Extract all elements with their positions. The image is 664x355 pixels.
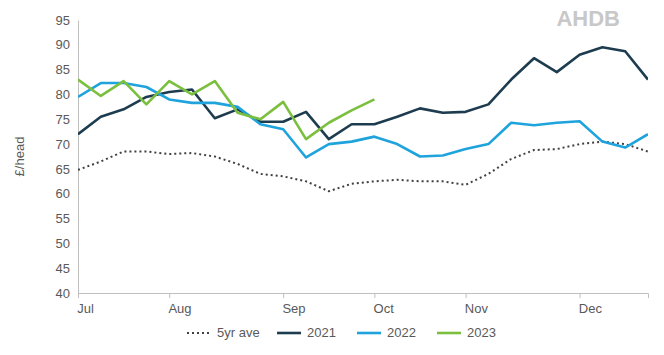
x-tick: Jul <box>77 293 94 316</box>
chart: 40 45 50 55 60 65 70 75 80 85 90 95 Jul Aug Sep Oct Nov D… <box>0 0 664 355</box>
y-tick-label: 70 <box>56 137 70 152</box>
y-tick: 40 <box>56 286 78 301</box>
y-tick: 45 <box>56 261 78 276</box>
series-line <box>78 83 648 157</box>
legend-item: 2023 <box>437 325 496 340</box>
x-tick-mark <box>580 293 581 298</box>
legend-label: 2021 <box>307 325 336 340</box>
y-tick: 95 <box>56 13 78 28</box>
y-tick-label: 60 <box>56 186 70 201</box>
legend-item: 2021 <box>277 325 336 340</box>
legend: 5yr ave 2021 2022 2023 <box>187 325 496 340</box>
x-tick-label: Nov <box>465 301 489 316</box>
series-line <box>78 142 648 192</box>
legend-item: 2022 <box>357 325 416 340</box>
legend-item: 5yr ave <box>187 325 260 340</box>
y-axis: 40 45 50 55 60 65 70 75 80 85 90 95 <box>56 13 79 301</box>
x-tick: Oct <box>374 293 395 316</box>
y-tick-label: 65 <box>56 162 70 177</box>
plot-area <box>78 47 648 191</box>
y-tick: 70 <box>56 137 78 152</box>
y-tick: 75 <box>56 112 78 127</box>
x-tick-mark <box>374 293 375 298</box>
y-tick: 65 <box>56 162 78 177</box>
x-tick-label: Oct <box>374 301 395 316</box>
legend-label: 2023 <box>467 325 496 340</box>
y-tick-label: 90 <box>56 37 70 52</box>
x-tick-label: Dec <box>579 301 603 316</box>
x-axis: Jul Aug Sep Oct Nov Dec <box>77 293 648 316</box>
legend-swatch <box>277 332 301 335</box>
x-tick-mark <box>169 293 170 298</box>
y-tick-label: 50 <box>56 236 70 251</box>
legend-label: 2022 <box>387 325 416 340</box>
y-axis-line <box>78 21 79 294</box>
x-tick: Aug <box>168 293 191 316</box>
y-tick-label: 80 <box>56 87 70 102</box>
y-tick-label: 95 <box>56 13 70 28</box>
x-tick-label: Jul <box>77 301 94 316</box>
y-tick: 85 <box>56 62 78 77</box>
y-tick: 90 <box>56 37 78 52</box>
x-tick-mark <box>78 293 79 298</box>
x-axis-line <box>79 294 649 299</box>
y-tick: 80 <box>56 87 78 102</box>
series-line <box>78 80 374 140</box>
x-tick: Nov <box>465 293 489 316</box>
y-tick-label: 40 <box>56 286 70 301</box>
x-tick-label: Sep <box>282 301 305 316</box>
y-tick: 60 <box>56 186 78 201</box>
y-tick: 50 <box>56 236 78 251</box>
x-tick-mark <box>466 293 467 298</box>
legend-swatch <box>187 332 211 334</box>
y-tick-label: 75 <box>56 112 70 127</box>
legend-swatch <box>437 332 461 335</box>
y-tick-label: 45 <box>56 261 70 276</box>
series-line <box>78 47 648 139</box>
x-tick-label: Aug <box>168 301 191 316</box>
legend-label: 5yr ave <box>217 325 260 340</box>
logo-text: AHDB <box>556 6 620 31</box>
y-tick-label: 55 <box>56 211 70 226</box>
x-tick-mark <box>283 293 284 298</box>
legend-swatch <box>357 332 381 335</box>
y-axis-title: £/head <box>12 137 27 177</box>
y-tick-label: 85 <box>56 62 70 77</box>
y-tick: 55 <box>56 211 78 226</box>
x-tick: Dec <box>579 293 603 316</box>
x-tick: Sep <box>282 293 305 316</box>
